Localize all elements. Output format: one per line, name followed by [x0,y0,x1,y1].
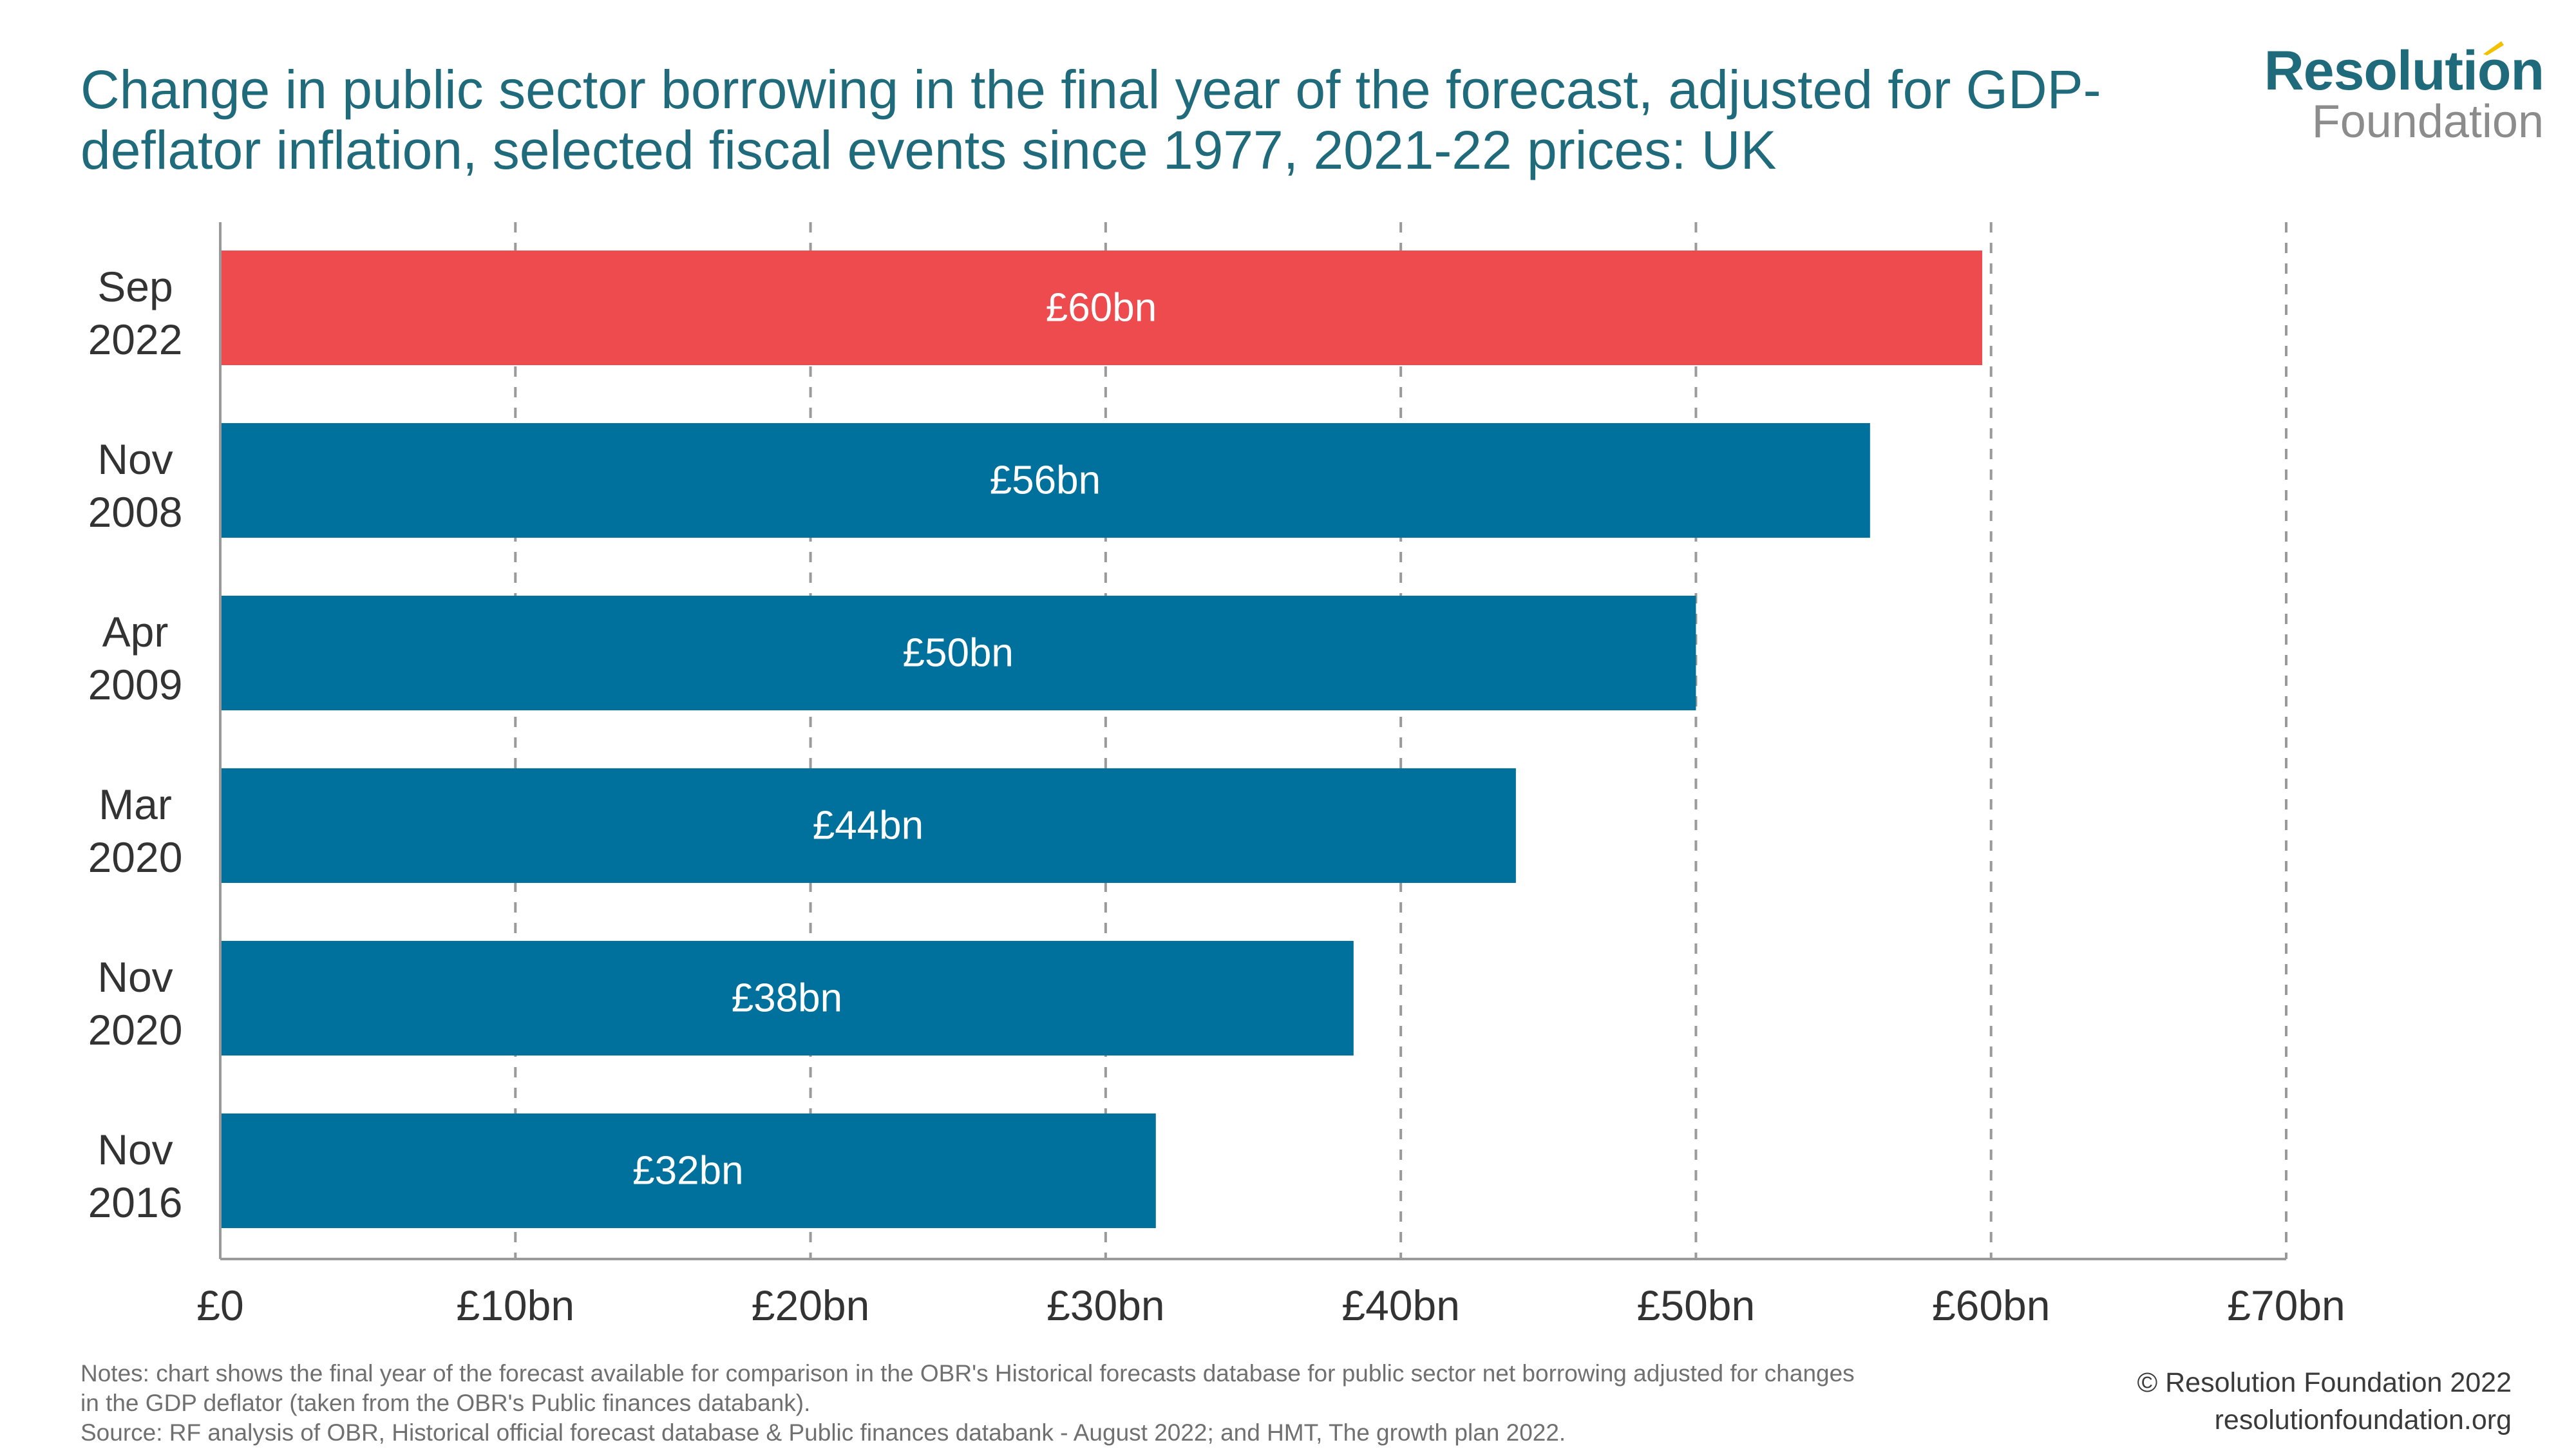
logo-accent-icon [2483,41,2504,55]
bar [220,596,1696,710]
x-tick-label: £60bn [1932,1282,2050,1329]
bar [220,1113,1156,1228]
bar-data-label: £38bn [732,976,842,1021]
x-tick-label: £10bn [457,1282,575,1329]
bar [220,251,1982,365]
x-tick-label: £40bn [1341,1282,1460,1329]
bar-data-label: £32bn [632,1149,743,1193]
category-label: Sep 2022 [88,263,183,363]
bar-data-label: £50bn [903,631,1014,676]
x-tick-label: £70bn [2227,1282,2345,1329]
category-label: Nov 2008 [88,435,183,536]
bars [220,251,1982,1228]
notes-line-1: Notes: chart shows the final year of the… [80,1360,1855,1387]
notes-source: Source: RF analysis of OBR, Historical o… [80,1419,1566,1446]
bar [220,423,1870,538]
bar-data-label: £60bn [1046,286,1157,330]
logo-main-text: Resolution [2264,40,2544,102]
notes-line-2: in the GDP deflator (taken from the OBR'… [80,1390,811,1416]
x-tick-label: £50bn [1637,1282,1756,1329]
bar [220,941,1354,1056]
bar-data-labels: £60bn £56bn £50bn £44bn £38bn £32bn [632,286,1157,1193]
category-label: Mar 2020 [88,781,183,881]
x-tick-label: £30bn [1046,1282,1165,1329]
category-label: Apr 2009 [88,608,183,708]
bar [220,768,1516,883]
resolution-foundation-logo: Resolution Foundation [2157,39,2544,155]
website-text: resolutionfoundation.org [2214,1405,2512,1435]
x-tick-label: £20bn [752,1282,870,1329]
bar-data-label: £44bn [813,804,923,848]
chart-title: Change in public sector borrowing in the… [80,59,2101,180]
bar-data-label: £56bn [990,459,1101,503]
x-tick-label: £0 [196,1282,243,1329]
logo-sub-text: Foundation [2311,96,2544,147]
category-label: Nov 2016 [88,1126,183,1226]
copyright-text: © Resolution Foundation 2022 [2137,1367,2512,1398]
axes [219,222,2286,1260]
gridlines [514,222,2287,1259]
chart-notes: Notes: chart shows the final year of the… [80,1359,2141,1448]
category-label: Nov 2020 [88,953,183,1054]
category-labels: Sep 2022 Nov 2008 Apr 2009 Mar 2020 Nov 2020 Nov 20… [88,263,183,1226]
x-tick-labels: £0 £10bn £20bn £30bn £40bn £50bn £60bn £70bn [196,1282,2345,1329]
copyright-block: © Resolution Foundation 2022 resolutionf… [2137,1364,2512,1439]
